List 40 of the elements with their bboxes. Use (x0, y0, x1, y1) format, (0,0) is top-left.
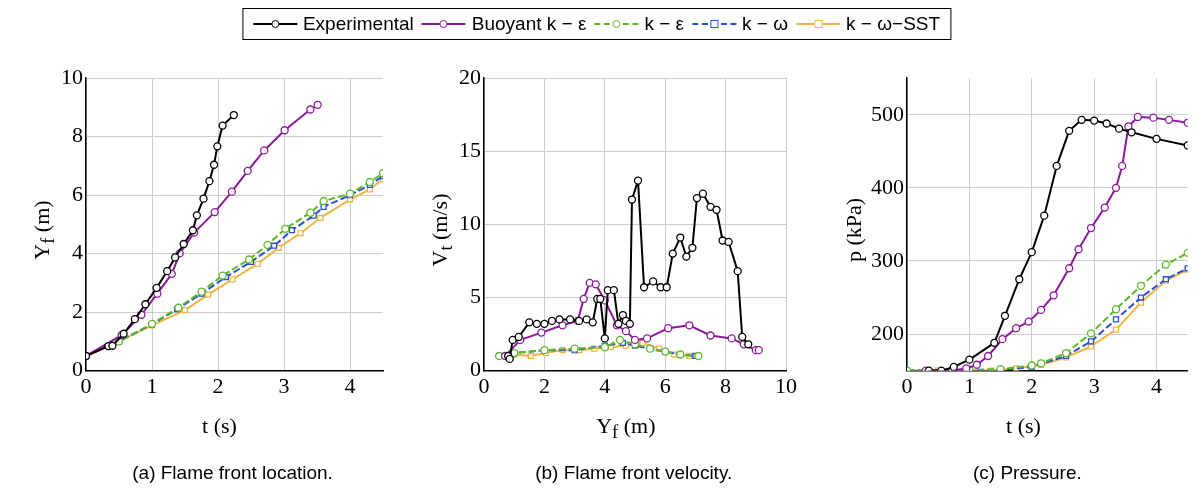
y-tick-label: 300 (871, 246, 904, 272)
text: (c) Pressure. (973, 462, 1082, 484)
y-tick-label: 6 (72, 180, 83, 206)
x-tick-label: 1 (963, 372, 975, 398)
y-tick-label: 5 (470, 283, 481, 309)
x-tick-label: 3 (278, 372, 290, 398)
y-tick-label: 2 (72, 297, 83, 323)
legend-label: Experimental (302, 13, 414, 35)
y-tick-label: 15 (459, 137, 481, 163)
y-tick-label: 200 (871, 319, 904, 345)
legend-label: k − ω−SST (846, 13, 941, 35)
y-tick-label: 0 (72, 356, 83, 382)
y-tick-label: 0 (470, 356, 481, 382)
x-tick-label: 4 (599, 372, 611, 398)
y-tick-label: 10 (459, 210, 481, 236)
y-tick-label: 10 (61, 63, 83, 89)
x-tick-label: 6 (659, 372, 671, 398)
x-tick-label: 1 (146, 372, 158, 398)
text: (b) Flame front velocity. (535, 462, 733, 484)
legend-label: Buoyant k − ε (471, 13, 587, 35)
y-tick-label: 400 (871, 173, 904, 199)
legend-label: k − ε (644, 13, 685, 35)
x-tick-label: 8 (720, 372, 732, 398)
x-tick-label: 2 (1026, 372, 1038, 398)
legend-label: k − ω (742, 13, 789, 35)
x-tick-label: 2 (538, 372, 550, 398)
x-tick-label: 3 (1088, 372, 1100, 398)
x-tick-label: 2 (212, 372, 224, 398)
y-tick-label: 8 (72, 122, 83, 148)
x-axis-title: Y$_{f}$ (m) (596, 413, 656, 444)
y-tick-label: 20 (459, 63, 481, 89)
x-axis-title: t (s) (202, 413, 237, 439)
x-tick-label: 10 (775, 372, 797, 398)
text: (a) Flame front location. (132, 462, 333, 484)
x-tick-label: 4 (1151, 372, 1163, 398)
x-axis-title: t (s) (1006, 413, 1041, 439)
x-tick-label: 4 (344, 372, 356, 398)
y-axis-title: p (kPa) (841, 197, 867, 263)
y-tick-label: 4 (72, 239, 83, 265)
y-tick-label: 500 (871, 100, 904, 126)
